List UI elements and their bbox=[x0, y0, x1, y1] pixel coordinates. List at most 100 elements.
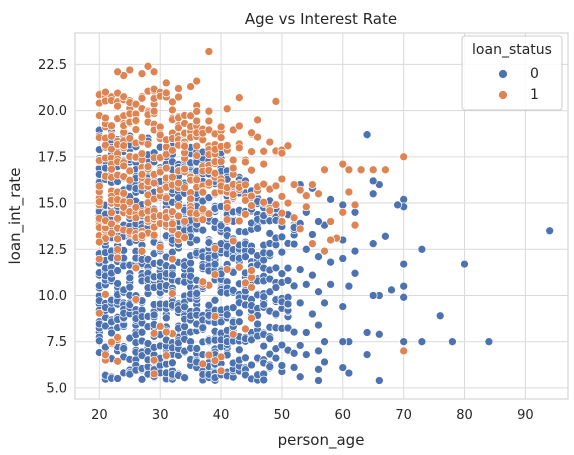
point-series-1 bbox=[210, 312, 220, 321]
point-series-1 bbox=[149, 67, 159, 77]
point-series-0 bbox=[399, 337, 409, 347]
point-series-0 bbox=[271, 283, 281, 292]
point-series-1 bbox=[113, 333, 122, 342]
point-series-0 bbox=[125, 282, 135, 292]
point-series-1 bbox=[210, 270, 220, 279]
point-series-0 bbox=[210, 295, 220, 305]
point-series-0 bbox=[247, 360, 256, 370]
point-series-1 bbox=[180, 183, 189, 193]
point-series-1 bbox=[204, 178, 214, 188]
point-series-0 bbox=[484, 337, 494, 347]
point-series-1 bbox=[137, 149, 147, 159]
point-series-1 bbox=[216, 122, 226, 132]
point-series-1 bbox=[101, 87, 110, 97]
point-series-0 bbox=[168, 358, 177, 368]
point-series-1 bbox=[143, 162, 153, 171]
point-series-0 bbox=[234, 317, 244, 327]
point-series-1 bbox=[344, 187, 354, 197]
point-series-0 bbox=[320, 337, 329, 347]
point-series-0 bbox=[368, 291, 378, 300]
point-series-1 bbox=[204, 209, 214, 219]
point-series-0 bbox=[143, 339, 153, 348]
point-series-1 bbox=[174, 123, 183, 133]
point-series-0 bbox=[368, 176, 378, 186]
point-series-0 bbox=[277, 361, 287, 370]
point-series-1 bbox=[192, 107, 202, 116]
legend-label-1: 1 bbox=[530, 87, 539, 103]
x-tick-label: 40 bbox=[213, 408, 230, 423]
point-series-0 bbox=[283, 276, 293, 285]
point-series-1 bbox=[241, 209, 250, 219]
point-series-1 bbox=[247, 191, 256, 201]
point-series-1 bbox=[222, 104, 232, 114]
point-series-0 bbox=[137, 327, 147, 337]
legend-label-0: 0 bbox=[530, 66, 539, 82]
point-series-0 bbox=[180, 373, 189, 383]
point-series-1 bbox=[234, 216, 244, 226]
point-series-1 bbox=[253, 132, 262, 142]
point-series-0 bbox=[94, 336, 104, 346]
point-series-1 bbox=[247, 147, 256, 157]
point-series-0 bbox=[338, 363, 348, 372]
point-series-1 bbox=[174, 211, 183, 221]
point-series-1 bbox=[168, 172, 177, 182]
x-tick-label: 90 bbox=[517, 408, 534, 423]
point-series-0 bbox=[301, 280, 311, 289]
point-series-0 bbox=[362, 130, 372, 140]
point-series-0 bbox=[289, 348, 299, 358]
point-series-1 bbox=[271, 181, 281, 191]
point-series-1 bbox=[149, 369, 159, 379]
point-series-0 bbox=[119, 344, 129, 353]
point-series-1 bbox=[241, 180, 250, 190]
point-series-1 bbox=[295, 185, 305, 195]
point-series-1 bbox=[198, 187, 208, 197]
point-series-0 bbox=[192, 289, 202, 298]
point-series-1 bbox=[107, 219, 116, 229]
point-series-1 bbox=[228, 155, 238, 165]
point-series-0 bbox=[295, 298, 305, 308]
x-tick-label: 70 bbox=[395, 408, 412, 423]
point-series-1 bbox=[277, 208, 287, 218]
y-tick-label: 5.0 bbox=[46, 381, 67, 396]
point-series-1 bbox=[113, 245, 122, 254]
point-series-1 bbox=[228, 190, 238, 199]
point-series-0 bbox=[271, 309, 281, 319]
y-tick-label: 10.0 bbox=[38, 289, 67, 304]
point-series-0 bbox=[308, 309, 317, 319]
point-series-0 bbox=[350, 246, 360, 256]
point-series-1 bbox=[113, 356, 122, 366]
point-series-1 bbox=[131, 202, 141, 212]
point-series-1 bbox=[192, 76, 202, 86]
point-series-1 bbox=[259, 197, 269, 207]
point-series-1 bbox=[277, 174, 287, 184]
point-series-0 bbox=[277, 340, 287, 350]
point-series-0 bbox=[198, 323, 208, 333]
point-series-1 bbox=[161, 163, 171, 173]
point-series-1 bbox=[168, 254, 177, 264]
point-series-0 bbox=[265, 362, 275, 372]
point-series-0 bbox=[283, 323, 293, 333]
point-series-1 bbox=[125, 134, 135, 143]
y-axis-ticks: 5.0 7.5 10.0 12.5 15.0 17.5 20.0 22.5 bbox=[38, 58, 67, 396]
point-series-0 bbox=[277, 269, 287, 279]
point-series-0 bbox=[283, 263, 293, 273]
point-series-0 bbox=[113, 374, 122, 383]
point-series-1 bbox=[204, 47, 214, 56]
point-series-1 bbox=[180, 217, 189, 226]
point-series-0 bbox=[222, 310, 232, 320]
point-series-0 bbox=[198, 225, 208, 235]
x-tick-label: 30 bbox=[152, 408, 169, 423]
point-series-1 bbox=[399, 346, 409, 356]
point-series-1 bbox=[161, 193, 171, 203]
point-series-0 bbox=[314, 376, 323, 385]
x-tick-label: 60 bbox=[335, 408, 352, 423]
point-series-0 bbox=[545, 226, 555, 236]
point-series-0 bbox=[265, 287, 275, 297]
point-series-0 bbox=[137, 351, 147, 360]
point-series-0 bbox=[448, 337, 457, 347]
point-series-0 bbox=[435, 311, 445, 321]
point-series-0 bbox=[338, 337, 348, 347]
point-series-1 bbox=[161, 351, 171, 361]
point-series-1 bbox=[326, 235, 335, 245]
